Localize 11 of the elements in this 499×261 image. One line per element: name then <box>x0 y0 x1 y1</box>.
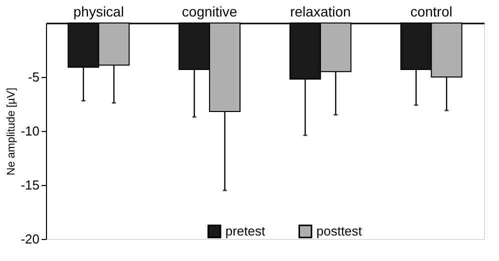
legend-label: posttest <box>316 223 362 238</box>
y-axis-title: Ne amplitude [µV] <box>6 88 18 176</box>
legend-label: pretest <box>225 223 266 238</box>
x-tick-label: relaxation <box>290 4 351 20</box>
x-tick-label: physical <box>73 4 124 20</box>
y-tick-label: -5 <box>28 70 40 84</box>
x-tick-label: cognitive <box>182 4 238 20</box>
y-tick-label: -20 <box>20 232 40 246</box>
y-tick-label: -15 <box>20 178 40 192</box>
y-tick-label: -10 <box>20 124 40 138</box>
x-tick-label: control <box>410 4 452 20</box>
